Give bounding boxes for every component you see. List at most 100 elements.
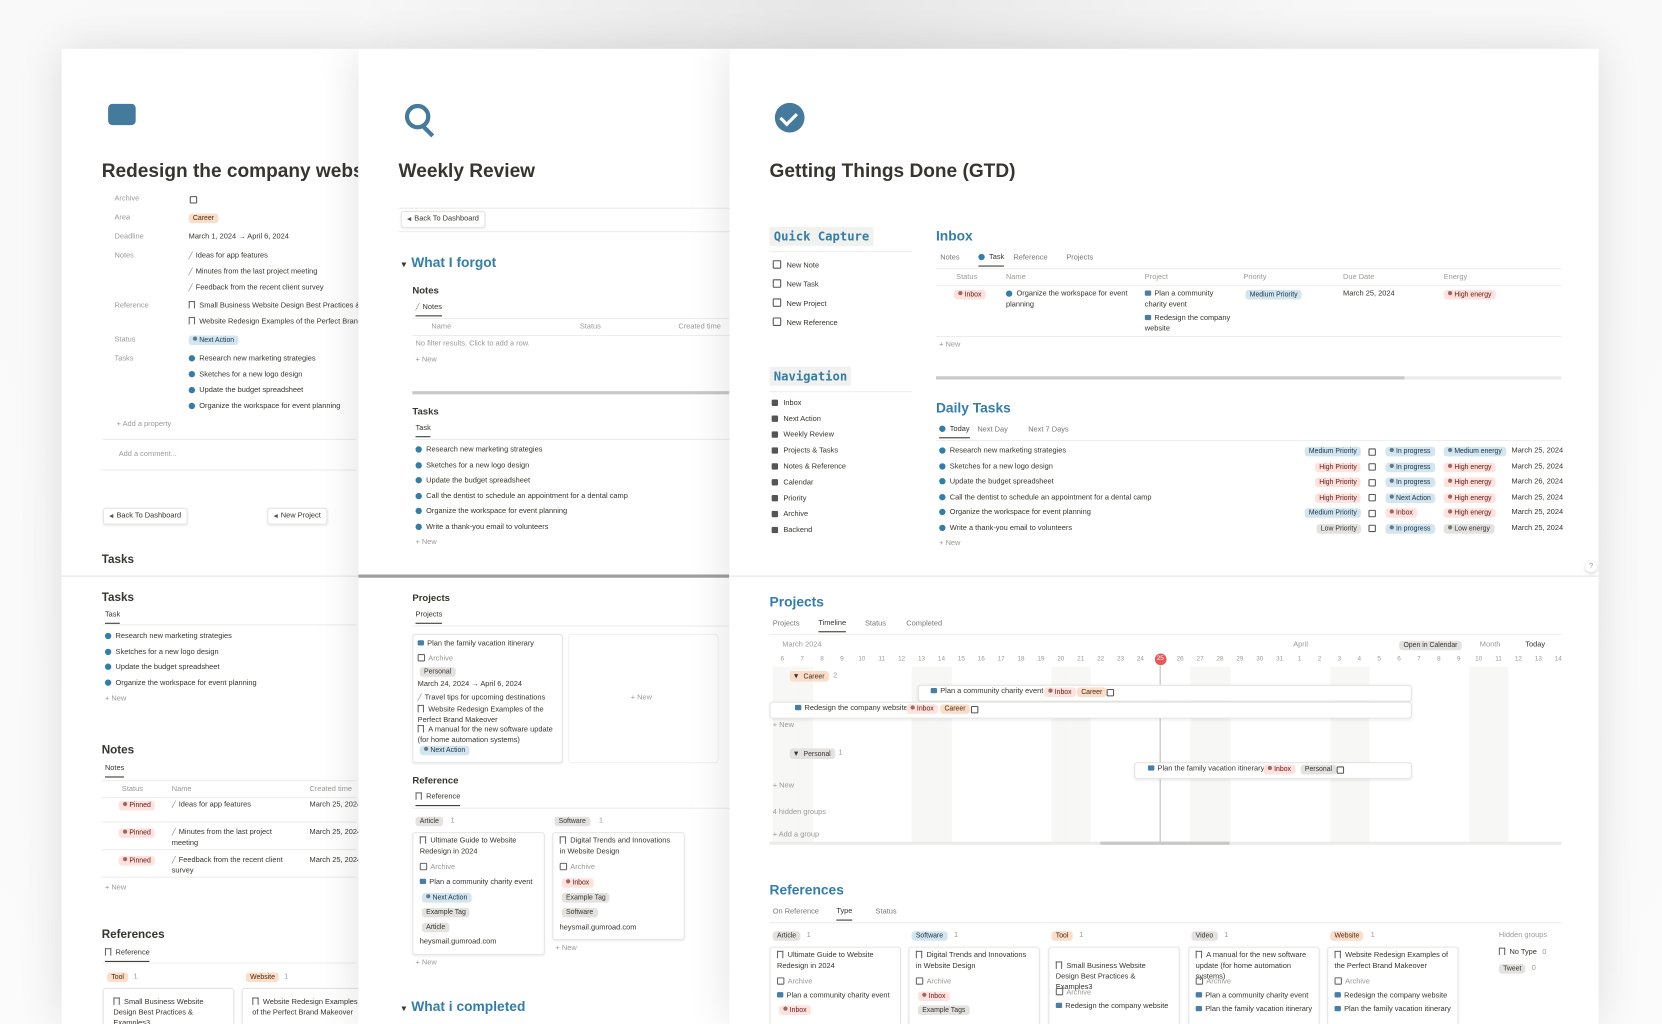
- button: New Project: [267, 507, 328, 525]
- created-time: March 25, 2024: [309, 801, 359, 809]
- day-label: 12: [898, 656, 906, 663]
- area-tag: Career: [188, 213, 219, 224]
- status-tag: Pinned: [118, 855, 156, 866]
- divider: [101, 797, 357, 799]
- card-property: Next Action: [421, 893, 472, 903]
- timeline-month: March 2024: [782, 641, 822, 649]
- divider: [769, 633, 1562, 635]
- task-name: Write a thank-you email to volunteers: [939, 523, 1072, 534]
- priority-tag: High Priority: [1315, 462, 1362, 472]
- deadline: March 1, 2024 → April 6, 2024: [188, 233, 289, 241]
- divider: [61, 575, 359, 577]
- card-archive: Archive: [418, 654, 453, 665]
- priority-tag: Medium Priority: [1245, 289, 1302, 300]
- task-name: Update the budget spreadsheet: [939, 477, 1054, 488]
- card-title: Digital Trends and Innovations in Websit…: [560, 836, 674, 857]
- card-property: Example Tags: [917, 1005, 970, 1015]
- search-icon: [404, 103, 431, 130]
- day-label: 13: [1534, 656, 1542, 663]
- task-name: Organize the workspace for event plannin…: [939, 508, 1091, 519]
- divider: [101, 876, 357, 878]
- tab: Completed: [906, 620, 943, 628]
- day-label: 20: [1057, 656, 1065, 663]
- card-url: heysmail.gumroad.com: [559, 924, 637, 932]
- page-title: Redesign the company website: [101, 160, 359, 182]
- property-label: Tasks: [114, 355, 134, 363]
- navigation-link: Notes & Reference: [772, 462, 846, 473]
- new-row: New: [939, 340, 961, 351]
- divider: [398, 231, 730, 233]
- created-time: March 25, 2024: [309, 828, 359, 837]
- task-link: Sketches for a new logo design: [189, 370, 302, 381]
- card-property: Plan the family vacation itinerary: [1196, 1005, 1312, 1016]
- empty-state: No filter results. Click to add a row.: [415, 340, 530, 348]
- divider: [412, 334, 730, 337]
- date: March 25, 2024: [1511, 524, 1564, 532]
- checkbox: [1106, 688, 1114, 696]
- day-label: 25: [1154, 653, 1167, 666]
- task-name: Sketches for a new logo design: [939, 462, 1053, 473]
- status-tag: Inbox: [1263, 764, 1296, 775]
- tab: Timeline: [818, 619, 847, 633]
- tab: Notes: [415, 303, 442, 317]
- column-header: Name: [431, 323, 452, 331]
- group-count: 1: [953, 931, 959, 940]
- card-property: Archive: [1335, 977, 1370, 988]
- card-archive: Archive: [420, 863, 455, 874]
- property-label: Status: [114, 336, 136, 344]
- database-title: References: [769, 881, 844, 898]
- note-link: Ideas for app features: [189, 251, 268, 262]
- group-tag: Career: [789, 670, 829, 682]
- group-count: 1: [1224, 931, 1229, 940]
- day-label: 30: [1256, 656, 1264, 663]
- area-tag: Personal: [1300, 764, 1337, 775]
- area-tag: Career: [1076, 687, 1107, 697]
- priority-tag: Medium Priority: [1304, 446, 1362, 457]
- task: Call the dentist to schedule an appointm…: [416, 492, 628, 503]
- quick-capture-button: New Task: [773, 279, 819, 291]
- checkbox: [189, 195, 197, 203]
- energy-tag: High energy: [1443, 492, 1496, 503]
- project-page: Redesign the company website Archive Area D…: [61, 48, 359, 1024]
- checkbox: [1367, 524, 1376, 533]
- divider: [935, 376, 1405, 380]
- section-heading: What i completed: [402, 999, 525, 1018]
- day-label: 12: [1514, 656, 1522, 663]
- group-tag: Article: [772, 931, 801, 941]
- database-title: Tasks: [412, 405, 439, 417]
- tab: Type: [836, 907, 853, 921]
- divider: [101, 624, 357, 626]
- new-card: New: [555, 943, 577, 954]
- section-heading: What I forgot: [402, 254, 496, 273]
- due-date: March 25, 2024: [1343, 290, 1395, 298]
- note-name: Feedback from the recent client survey: [172, 855, 299, 876]
- hidden-group: Tweet: [1498, 964, 1526, 974]
- tab: Projects: [415, 610, 443, 624]
- day-label: 5: [1377, 656, 1381, 663]
- navigation-link: Inbox: [772, 399, 801, 410]
- day-label: 1: [1297, 656, 1302, 663]
- button: Open in Calendar: [1399, 640, 1462, 651]
- created-time: March 25, 2024: [309, 856, 359, 864]
- day-label: 23: [1116, 656, 1125, 663]
- card-property: Article: [421, 922, 450, 933]
- note-name: Minutes from the last project meeting: [172, 828, 299, 849]
- weekly-review-page: Weekly Review Back To Dashboard What I for…: [358, 48, 730, 1024]
- column-header: Created time: [678, 323, 721, 331]
- check-icon: [774, 102, 805, 133]
- day-label: 14: [937, 656, 945, 663]
- note-link: Minutes from the last project meeting: [189, 267, 318, 278]
- group-tag: Tool: [1051, 931, 1073, 941]
- project-name: Redesign the company website: [795, 704, 908, 715]
- status-tag: Pinned: [118, 828, 156, 838]
- project-link: Redesign the company website: [1145, 314, 1232, 335]
- task: Research new marketing strategies: [105, 632, 232, 643]
- divider: [412, 317, 730, 320]
- page-title: Weekly Review: [398, 160, 536, 182]
- quick-capture-title: Quick Capture: [769, 226, 874, 246]
- help-button: ?: [1585, 561, 1597, 573]
- group-count: 1: [806, 931, 811, 940]
- card-property: Inbox: [917, 991, 950, 1002]
- energy-tag: Low energy: [1443, 523, 1495, 534]
